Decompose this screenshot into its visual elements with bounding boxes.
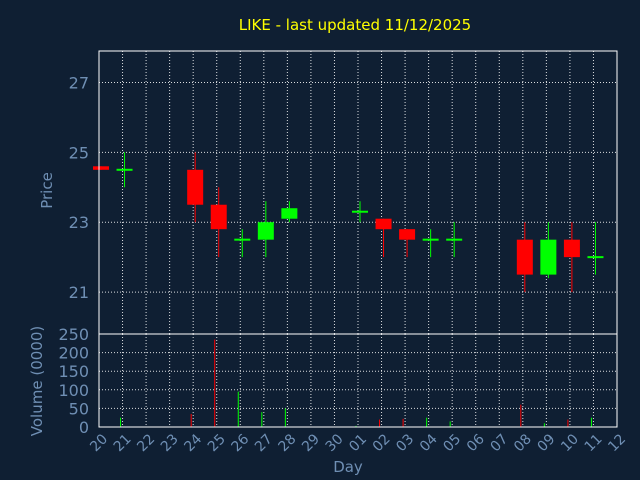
chart-title: LIKE - last updated 11/12/2025 bbox=[239, 16, 471, 34]
volume-plot-border bbox=[98, 333, 618, 428]
volume-y-tick-label: 200 bbox=[58, 344, 89, 363]
volume-y-tick-label: 0 bbox=[79, 418, 89, 437]
candle-body bbox=[399, 229, 416, 240]
candle-body bbox=[446, 238, 463, 241]
volume-y-axis-label: Volume (0000) bbox=[28, 326, 46, 436]
price-y-tick-label: 23 bbox=[69, 213, 89, 232]
volume-y-tick-label: 50 bbox=[69, 399, 89, 418]
volume-y-tick-label: 150 bbox=[58, 362, 89, 381]
candle-body bbox=[257, 222, 274, 240]
candle-body bbox=[516, 239, 533, 275]
candle-body bbox=[187, 169, 204, 205]
price-y-tick-label: 21 bbox=[69, 283, 89, 302]
candle-body bbox=[93, 166, 109, 170]
price-y-tick-label: 27 bbox=[69, 73, 89, 92]
x-ticks: 20 21 22 23 24 25 26 27 28 29 30 01 02 03 04 05 06 07 08 09… bbox=[87, 431, 629, 455]
volume-bars bbox=[120, 339, 592, 427]
candle-body bbox=[587, 256, 604, 259]
candle-body bbox=[281, 208, 298, 219]
price-y-axis-label: Price bbox=[38, 172, 56, 209]
x-axis-label: Day bbox=[333, 458, 363, 476]
candle-body bbox=[422, 238, 439, 241]
candle-body bbox=[352, 210, 368, 213]
candle-body bbox=[116, 168, 133, 171]
candle-body bbox=[375, 218, 392, 230]
candle-body bbox=[540, 239, 557, 275]
candle-body bbox=[563, 239, 580, 258]
price-y-ticks: 21 23 25 27 bbox=[69, 73, 89, 302]
volume-y-tick-label: 100 bbox=[58, 381, 89, 400]
candle-body bbox=[234, 238, 251, 241]
price-candles bbox=[93, 152, 604, 293]
price-y-tick-label: 25 bbox=[69, 143, 89, 162]
candle-body bbox=[210, 204, 227, 230]
volume-y-tick-label: 250 bbox=[58, 325, 89, 344]
